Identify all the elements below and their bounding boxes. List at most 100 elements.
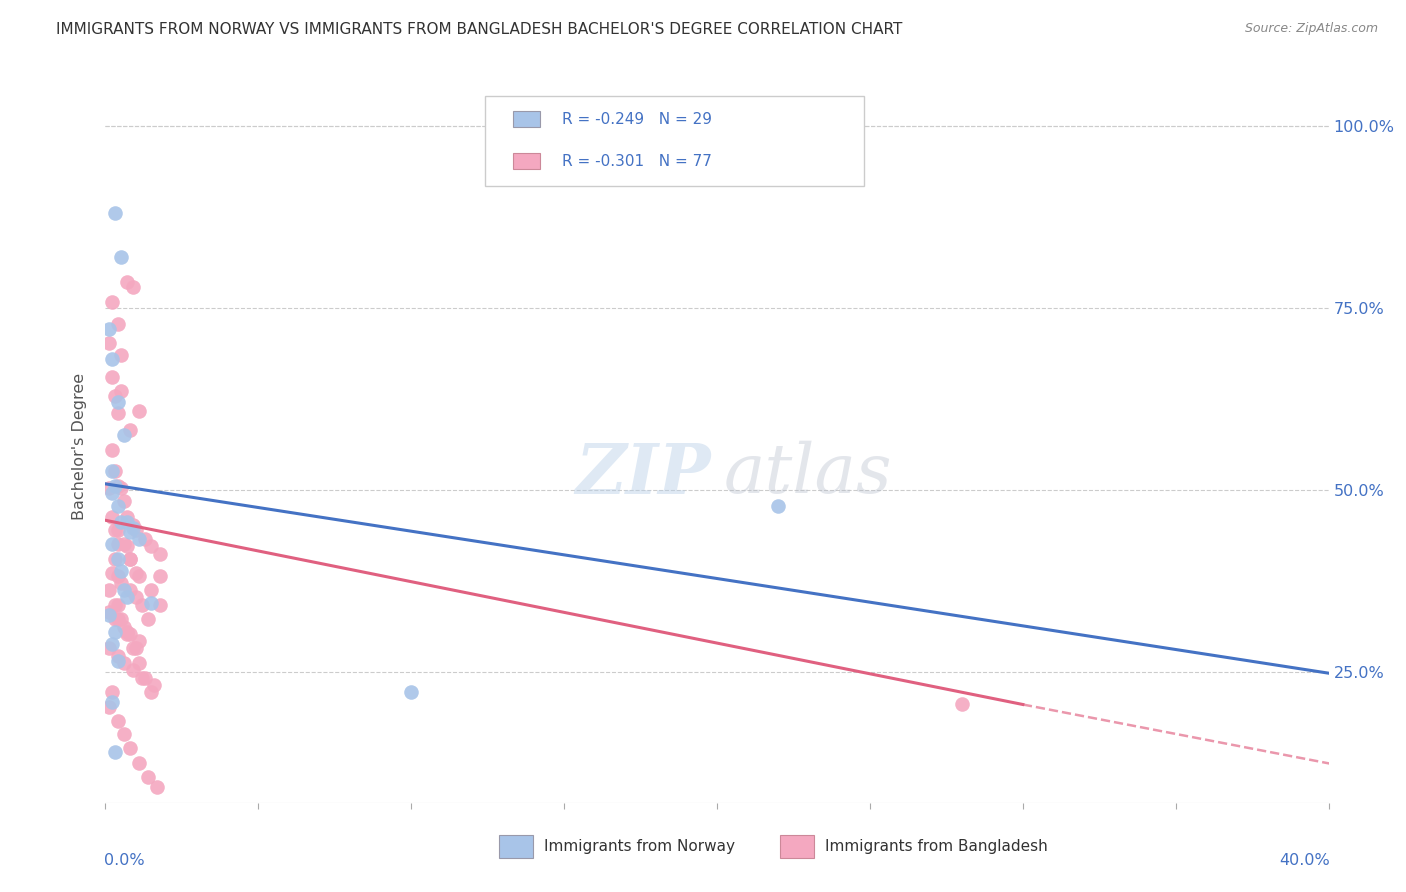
Text: R = -0.249   N = 29: R = -0.249 N = 29 <box>562 112 711 127</box>
Point <box>112 428 135 442</box>
Point <box>118 583 141 598</box>
Point <box>110 516 132 530</box>
Point <box>107 317 129 331</box>
Point <box>112 656 135 670</box>
Point <box>131 671 153 685</box>
Point <box>107 568 129 582</box>
Point <box>143 678 166 692</box>
Point <box>107 648 129 663</box>
Point <box>122 663 145 677</box>
Point <box>104 479 127 493</box>
Point <box>97 605 120 619</box>
Point <box>104 624 127 639</box>
Point <box>97 583 120 598</box>
Point <box>141 596 163 610</box>
Point <box>125 641 148 656</box>
Point <box>107 612 129 626</box>
Point <box>112 493 135 508</box>
Point <box>141 685 163 699</box>
Point <box>97 641 120 656</box>
Point <box>118 552 141 566</box>
Point <box>110 575 132 590</box>
Point <box>128 634 150 648</box>
Point <box>100 685 122 699</box>
Point <box>950 698 973 712</box>
Text: Immigrants from Norway: Immigrants from Norway <box>544 839 735 854</box>
Point <box>110 384 132 399</box>
Point <box>136 612 159 626</box>
Text: Source: ZipAtlas.com: Source: ZipAtlas.com <box>1244 22 1378 36</box>
Point <box>107 537 129 551</box>
Point <box>100 510 122 524</box>
Text: 0.0%: 0.0% <box>104 853 145 868</box>
Point <box>401 685 423 699</box>
Point <box>104 389 127 403</box>
Point <box>107 395 129 409</box>
Point <box>107 479 129 493</box>
Bar <box>499 835 533 858</box>
Point <box>97 699 120 714</box>
Point <box>97 335 120 350</box>
Point <box>104 612 127 626</box>
Point <box>131 598 153 612</box>
Point <box>104 552 127 566</box>
Point <box>141 540 163 554</box>
Text: ZIP: ZIP <box>575 441 711 508</box>
Text: R = -0.301   N = 77: R = -0.301 N = 77 <box>562 153 711 169</box>
Point <box>115 275 138 289</box>
Point <box>112 583 135 598</box>
Point <box>149 568 172 582</box>
Point <box>118 524 141 539</box>
Point <box>122 641 145 656</box>
Point <box>100 537 122 551</box>
Point <box>110 612 132 626</box>
Point <box>110 481 132 495</box>
Point <box>115 624 138 639</box>
Point <box>100 486 122 500</box>
Point <box>122 280 145 294</box>
Point <box>110 250 132 264</box>
FancyBboxPatch shape <box>513 153 540 169</box>
Point <box>107 552 129 566</box>
Point <box>118 552 141 566</box>
Point <box>768 499 790 513</box>
Point <box>125 591 148 605</box>
FancyBboxPatch shape <box>485 96 863 186</box>
Point <box>107 714 129 729</box>
Point <box>104 598 127 612</box>
Point <box>97 322 120 336</box>
Point <box>100 369 122 384</box>
Point <box>112 537 135 551</box>
Point <box>97 481 120 495</box>
Point <box>141 583 163 598</box>
Point <box>146 780 169 794</box>
Point <box>104 465 127 479</box>
Point <box>134 532 156 546</box>
Point <box>122 517 145 532</box>
Point <box>110 348 132 362</box>
Point <box>136 770 159 784</box>
Point <box>112 619 135 633</box>
Text: IMMIGRANTS FROM NORWAY VS IMMIGRANTS FROM BANGLADESH BACHELOR'S DEGREE CORRELATI: IMMIGRANTS FROM NORWAY VS IMMIGRANTS FRO… <box>56 22 903 37</box>
Point <box>134 671 156 685</box>
Point <box>128 656 150 670</box>
Point <box>104 745 127 759</box>
Point <box>128 404 150 418</box>
Point <box>112 726 135 740</box>
Point <box>149 598 172 612</box>
Point <box>100 294 122 309</box>
Point <box>100 695 122 709</box>
Point <box>115 591 138 605</box>
Point <box>107 406 129 420</box>
Point <box>122 520 145 534</box>
Point <box>107 598 129 612</box>
Point <box>100 465 122 479</box>
Point <box>128 532 150 546</box>
Text: 40.0%: 40.0% <box>1279 853 1330 868</box>
Point <box>115 540 138 554</box>
Point <box>149 547 172 561</box>
Point <box>107 523 129 537</box>
Point <box>100 637 122 651</box>
Point <box>125 523 148 537</box>
Point <box>110 564 132 578</box>
